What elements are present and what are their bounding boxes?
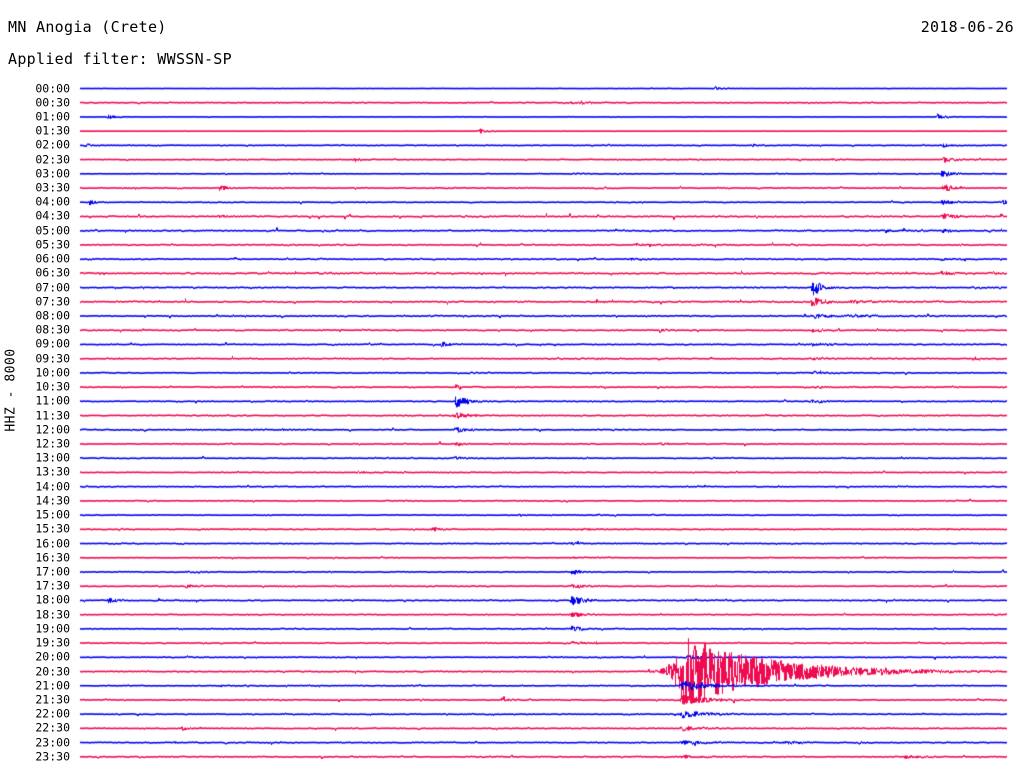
helicorder-page: MN Anogia (Crete) Applied filter: WWSSN-… xyxy=(0,0,1024,780)
seismogram-trace-plot xyxy=(0,0,1024,780)
